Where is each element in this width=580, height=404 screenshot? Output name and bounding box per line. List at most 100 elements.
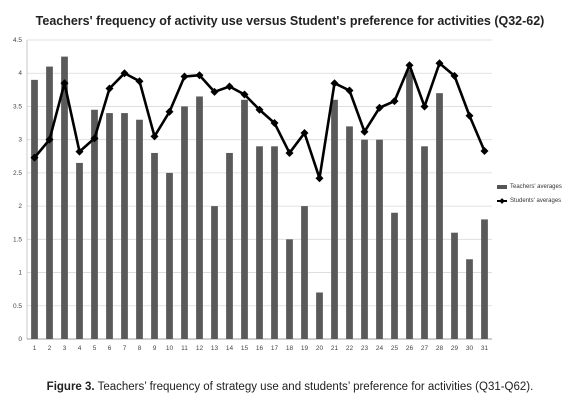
bar-teachers [451, 232, 458, 339]
x-tick-label: 24 [376, 345, 384, 352]
point-students [420, 102, 429, 111]
point-students [390, 97, 399, 106]
x-tick-label: 19 [301, 345, 309, 352]
caption-text: Teachers’ frequency of strategy use and … [94, 381, 534, 393]
x-tick-label: 14 [226, 345, 234, 352]
figure-caption: Figure 3. Teachers’ frequency of strateg… [0, 381, 580, 393]
bar-teachers [91, 109, 98, 340]
point-students [90, 134, 99, 143]
bar-teachers [46, 66, 53, 340]
bar-swatch-icon [497, 185, 507, 189]
x-tick-label: 18 [286, 345, 294, 352]
y-tick-label: 1 [18, 270, 22, 277]
bar-teachers [436, 93, 443, 340]
x-tick-label: 4 [78, 345, 82, 352]
y-tick-label: 0.5 [13, 303, 22, 310]
bar-teachers [151, 152, 158, 339]
bar-teachers [346, 126, 353, 339]
point-students [480, 146, 489, 155]
point-students [270, 119, 279, 128]
bar-teachers [256, 146, 263, 339]
x-tick-label: 17 [271, 345, 279, 352]
bar-teachers [211, 206, 218, 339]
x-tick-label: 23 [361, 345, 369, 352]
bar-teachers [181, 106, 188, 339]
point-students [345, 86, 354, 95]
bar-teachers [331, 99, 338, 339]
point-students [285, 148, 294, 157]
point-students [435, 59, 444, 68]
x-tick-label: 3 [63, 345, 67, 352]
point-students [300, 129, 309, 138]
bar-teachers [106, 113, 113, 339]
point-students [60, 79, 69, 88]
point-students [315, 174, 324, 183]
x-tick-label: 28 [436, 345, 444, 352]
bar-teachers [241, 99, 248, 339]
bar-teachers [271, 146, 278, 339]
x-tick-label: 10 [166, 345, 174, 352]
x-tick-label: 22 [346, 345, 354, 352]
bar-teachers [31, 79, 38, 339]
x-tick-label: 31 [481, 345, 489, 352]
bar-teachers [121, 113, 128, 339]
point-students [210, 87, 219, 96]
bar-teachers [301, 206, 308, 339]
x-tick-label: 12 [196, 345, 204, 352]
point-students [405, 61, 414, 70]
point-students [105, 84, 114, 93]
bar-teachers [226, 152, 233, 339]
point-students [330, 79, 339, 88]
legend-label-students: Students' averages [510, 198, 562, 204]
point-students [165, 107, 174, 116]
y-tick-label: 2.5 [13, 170, 22, 177]
x-tick-label: 1 [33, 345, 37, 352]
bar-teachers [166, 172, 173, 339]
point-students [465, 111, 474, 120]
bar-teachers [481, 219, 488, 339]
point-students [75, 147, 84, 156]
x-tick-label: 20 [316, 345, 324, 352]
bar-teachers [286, 239, 293, 339]
legend-label-teachers: Teachers' averages [510, 184, 562, 190]
legend-item-students: Students' averages [497, 194, 562, 208]
point-students [30, 153, 39, 162]
y-tick-label: 3 [18, 137, 22, 144]
caption-label: Figure 3. [46, 381, 95, 393]
bar-teachers [61, 56, 68, 339]
x-tick-label: 15 [241, 345, 249, 352]
y-tick-label: 4 [18, 70, 22, 77]
x-tick-label: 25 [391, 345, 399, 352]
point-students [195, 71, 204, 80]
x-tick-label: 29 [451, 345, 459, 352]
y-tick-label: 2 [18, 203, 22, 210]
chart-title: Teachers' frequency of activity use vers… [35, 14, 545, 28]
point-students [135, 77, 144, 86]
x-tick-label: 13 [211, 345, 219, 352]
line-diamond-swatch-icon [497, 199, 507, 203]
legend: Teachers' averages Students' averages [497, 180, 562, 208]
y-tick-label: 1.5 [13, 236, 22, 243]
x-tick-label: 8 [138, 345, 142, 352]
x-tick-label: 6 [108, 345, 112, 352]
bar-teachers [376, 139, 383, 339]
x-tick-label: 26 [406, 345, 414, 352]
point-students [375, 103, 384, 112]
point-students [150, 132, 159, 141]
bar-teachers [421, 146, 428, 339]
point-students [240, 90, 249, 99]
x-tick-label: 9 [153, 345, 157, 352]
y-tick-label: 4.5 [13, 37, 22, 44]
point-students [255, 105, 264, 114]
x-tick-label: 27 [421, 345, 429, 352]
bar-teachers [196, 96, 203, 339]
x-tick-label: 11 [181, 345, 188, 352]
bar-teachers [76, 162, 83, 339]
bar-teachers [361, 139, 368, 339]
point-students [450, 71, 459, 80]
x-tick-label: 2 [48, 345, 52, 352]
x-tick-label: 5 [93, 345, 97, 352]
bar-teachers [136, 119, 143, 339]
